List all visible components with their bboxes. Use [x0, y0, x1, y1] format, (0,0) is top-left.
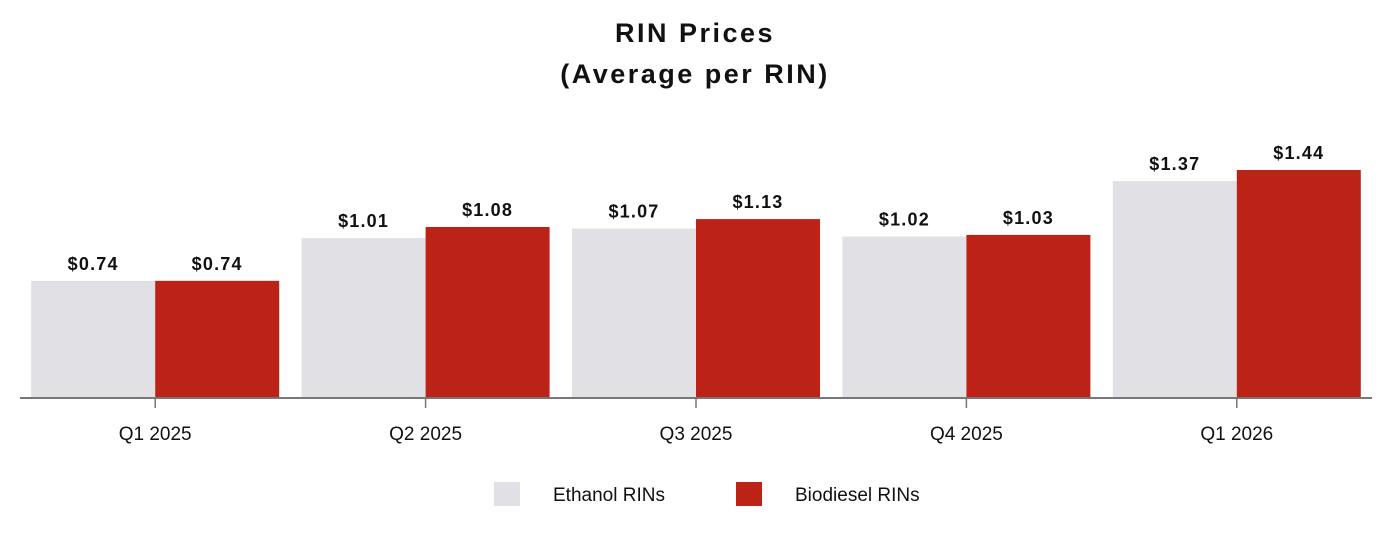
x-tick-label: Q1 2025 [119, 424, 192, 445]
data-label-ethanol-rins-q1-2025: $0.74 [68, 254, 119, 274]
bar-ethanol-rins-q3-2025 [572, 228, 696, 398]
data-label-ethanol-rins-q3-2025: $1.07 [608, 202, 659, 222]
data-label-ethanol-rins-q2-2025: $1.01 [338, 211, 389, 231]
data-label-biodiesel-rins-q4-2025: $1.03 [1003, 208, 1054, 228]
legend-swatch-ethanol-rins [494, 482, 520, 506]
x-tick-label: Q2 2025 [389, 424, 462, 445]
bars-layer [31, 170, 1361, 398]
bar-biodiesel-rins-q1-2026 [1236, 170, 1361, 398]
data-label-ethanol-rins-q1-2026: $1.37 [1149, 154, 1200, 174]
x-tick-label: Q3 2025 [660, 424, 733, 445]
bar-biodiesel-rins-q1-2025 [155, 280, 280, 398]
bar-ethanol-rins-q1-2025 [31, 280, 156, 398]
bar-biodiesel-rins-q2-2025 [425, 227, 550, 398]
data-label-biodiesel-rins-q2-2025: $1.08 [462, 200, 513, 220]
bar-biodiesel-rins-q3-2025 [696, 219, 820, 398]
x-tick-label: Q4 2025 [930, 424, 1003, 445]
x-tick-label: Q1 2026 [1200, 424, 1273, 445]
x-axis-ticks: Q1 2025 Q2 2025 Q3 2025 Q4 2025 Q1 2026 [119, 398, 1273, 445]
data-label-biodiesel-rins-q1-2026: $1.44 [1273, 143, 1324, 163]
chart-title-line-2: (Average per RIN) [560, 59, 830, 89]
data-label-biodiesel-rins-q1-2025: $0.74 [192, 254, 243, 274]
bar-ethanol-rins-q2-2025 [301, 238, 426, 398]
data-labels-layer: $0.74 $0.74 $1.01 $1.08 $1.07 $1.13 $1.02 $1.03… [68, 143, 1324, 274]
data-label-ethanol-rins-q4-2025: $1.02 [879, 210, 930, 230]
legend-label-ethanol-rins: Ethanol RINs [553, 485, 665, 506]
legend-label-biodiesel-rins: Biodiesel RINs [795, 485, 920, 506]
legend: Ethanol RINs Biodiesel RINs [494, 482, 920, 506]
bar-ethanol-rins-q1-2026 [1112, 181, 1237, 398]
legend-swatch-biodiesel-rins [736, 482, 762, 506]
chart-title-line-1: RIN Prices [615, 18, 775, 48]
bar-biodiesel-rins-q4-2025 [966, 234, 1091, 398]
bar-ethanol-rins-q4-2025 [842, 236, 967, 398]
data-label-biodiesel-rins-q3-2025: $1.13 [732, 192, 783, 212]
